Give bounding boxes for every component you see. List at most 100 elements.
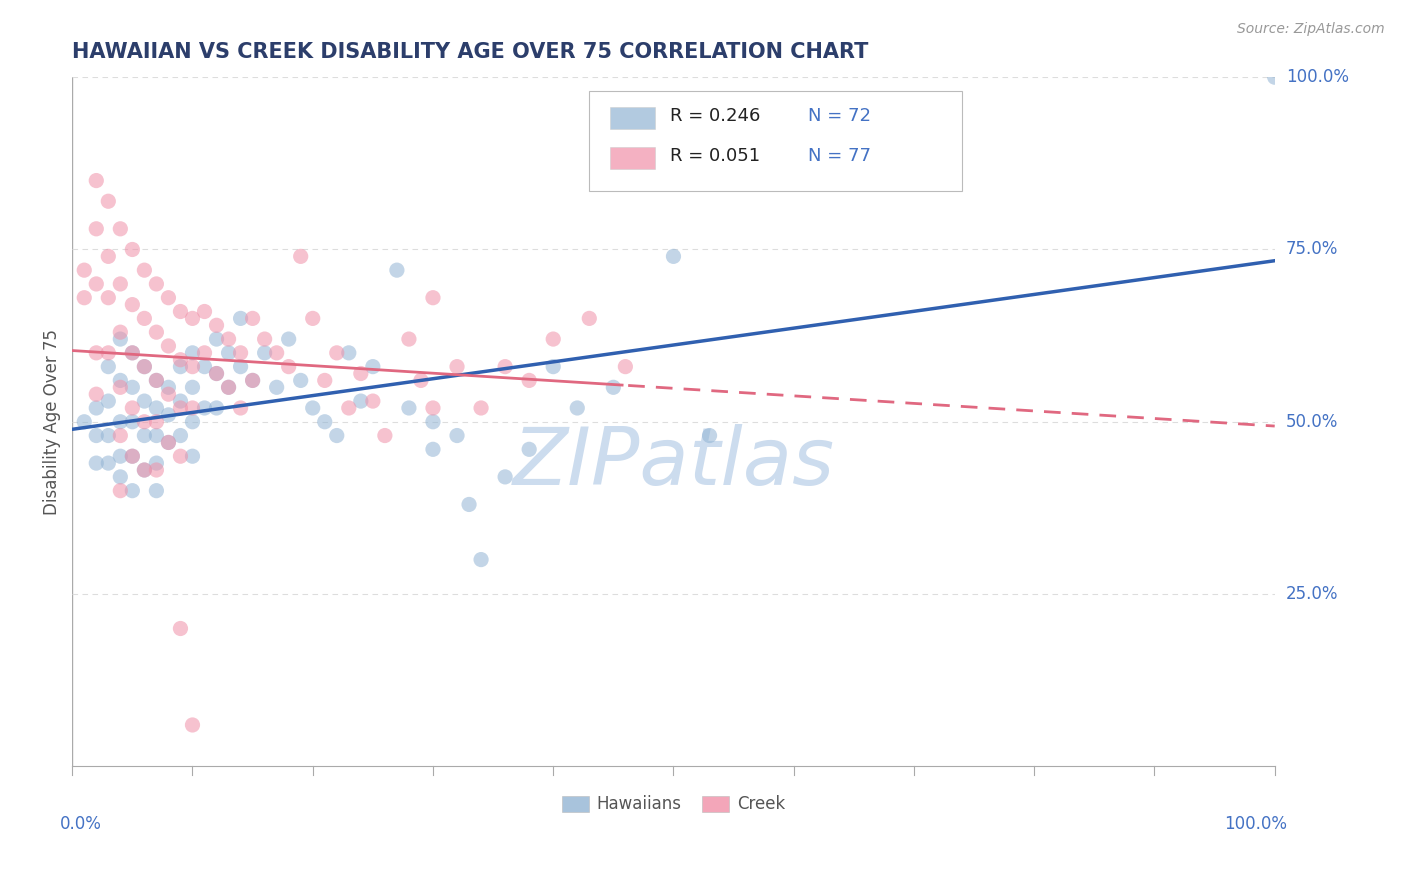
Point xyxy=(145,277,167,291)
Point xyxy=(169,352,191,367)
Point xyxy=(614,359,637,374)
Point xyxy=(422,415,444,429)
Point xyxy=(97,359,120,374)
Point xyxy=(385,263,408,277)
Point xyxy=(169,394,191,409)
Point xyxy=(361,394,384,409)
Point xyxy=(326,346,349,360)
Point xyxy=(458,498,481,512)
Point xyxy=(602,380,624,394)
Point xyxy=(110,373,132,387)
Point xyxy=(181,401,204,415)
Text: ZIPatlas: ZIPatlas xyxy=(512,424,835,502)
Point xyxy=(110,415,132,429)
Point xyxy=(157,435,180,450)
Point xyxy=(181,346,204,360)
Point xyxy=(157,435,180,450)
Point xyxy=(134,311,156,326)
Point xyxy=(134,463,156,477)
Point xyxy=(110,380,132,394)
Text: R = 0.051: R = 0.051 xyxy=(669,147,761,165)
FancyBboxPatch shape xyxy=(589,91,962,191)
Point xyxy=(84,401,107,415)
Point xyxy=(181,359,204,374)
Text: N = 77: N = 77 xyxy=(808,147,872,165)
Point xyxy=(699,428,721,442)
Point xyxy=(181,718,204,732)
Point xyxy=(97,456,120,470)
Point xyxy=(145,373,167,387)
Point xyxy=(97,346,120,360)
Y-axis label: Disability Age Over 75: Disability Age Over 75 xyxy=(44,329,60,515)
Point xyxy=(301,401,323,415)
Point xyxy=(266,346,288,360)
Point xyxy=(110,470,132,484)
Point xyxy=(422,442,444,457)
Point xyxy=(134,415,156,429)
Point xyxy=(398,401,420,415)
Point xyxy=(277,332,299,346)
Point xyxy=(205,401,228,415)
Point xyxy=(398,332,420,346)
Text: 75.0%: 75.0% xyxy=(1286,241,1339,259)
Point xyxy=(218,380,240,394)
Point xyxy=(181,311,204,326)
Text: Source: ZipAtlas.com: Source: ZipAtlas.com xyxy=(1237,22,1385,37)
Point xyxy=(494,470,516,484)
Point xyxy=(517,373,540,387)
Point xyxy=(446,359,468,374)
Point xyxy=(157,291,180,305)
Point xyxy=(218,332,240,346)
Point xyxy=(121,449,143,463)
Point xyxy=(290,249,312,263)
FancyBboxPatch shape xyxy=(610,107,655,128)
Point xyxy=(121,449,143,463)
Point xyxy=(121,380,143,394)
Point xyxy=(314,373,336,387)
Point xyxy=(97,249,120,263)
Point xyxy=(1264,70,1286,85)
Text: R = 0.246: R = 0.246 xyxy=(669,107,761,126)
Point xyxy=(84,173,107,187)
Point xyxy=(517,442,540,457)
Point xyxy=(110,428,132,442)
Point xyxy=(84,277,107,291)
Point xyxy=(361,359,384,374)
Point xyxy=(242,311,264,326)
Point xyxy=(169,401,191,415)
Point xyxy=(541,359,564,374)
Text: 0.0%: 0.0% xyxy=(60,814,103,832)
Point xyxy=(84,387,107,401)
Point xyxy=(110,222,132,236)
Text: 25.0%: 25.0% xyxy=(1286,585,1339,603)
Point xyxy=(193,359,215,374)
Point xyxy=(134,359,156,374)
Point xyxy=(242,373,264,387)
Point xyxy=(169,622,191,636)
Point xyxy=(110,332,132,346)
Point xyxy=(422,401,444,415)
Point xyxy=(290,373,312,387)
Point xyxy=(121,243,143,257)
Point xyxy=(229,359,252,374)
Point xyxy=(97,394,120,409)
Point xyxy=(374,428,396,442)
Point xyxy=(218,380,240,394)
Point xyxy=(134,359,156,374)
Point xyxy=(494,359,516,374)
Point xyxy=(470,401,492,415)
Point xyxy=(121,483,143,498)
Point xyxy=(169,304,191,318)
Point xyxy=(84,428,107,442)
Point xyxy=(578,311,600,326)
Point xyxy=(229,401,252,415)
Point xyxy=(337,401,360,415)
Point xyxy=(229,346,252,360)
Point xyxy=(157,387,180,401)
Point xyxy=(97,428,120,442)
Point xyxy=(277,359,299,374)
Point xyxy=(242,373,264,387)
Point xyxy=(134,263,156,277)
Point xyxy=(266,380,288,394)
Point xyxy=(662,249,685,263)
